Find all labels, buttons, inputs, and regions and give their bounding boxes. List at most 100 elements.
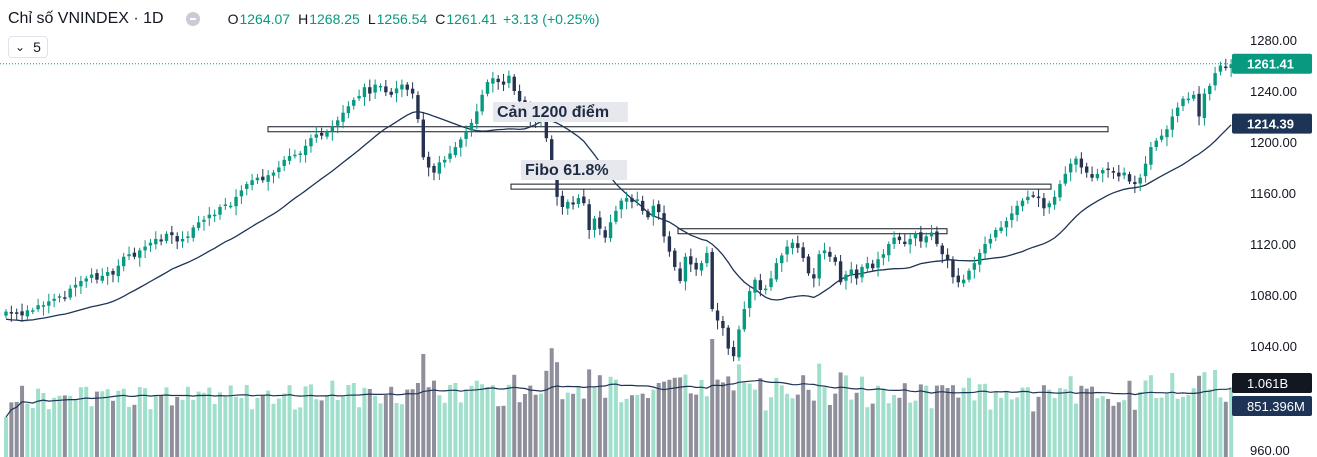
candle-body: [1063, 173, 1067, 184]
candle-body: [1010, 213, 1014, 221]
candle-body: [924, 236, 928, 243]
candle-body: [940, 245, 944, 255]
candle-body: [432, 165, 436, 173]
candle-body: [785, 246, 789, 255]
candle-body: [753, 279, 757, 293]
candle-body: [362, 87, 367, 98]
candle-body: [913, 233, 918, 239]
volume-bar: [742, 382, 747, 457]
volume-bar: [223, 396, 228, 457]
candle-body: [25, 310, 30, 317]
price-label-bg: [1232, 113, 1312, 134]
candle-body: [1058, 184, 1062, 198]
volume-bar: [1074, 403, 1078, 457]
volume-bar: [159, 395, 164, 457]
candle-body: [314, 134, 318, 138]
volume-bar: [330, 380, 335, 457]
candle-body: [223, 204, 228, 207]
candle-body: [79, 280, 83, 287]
candle-body: [36, 305, 40, 310]
candle-body: [935, 231, 939, 244]
candle-body: [459, 139, 463, 148]
volume-bar: [164, 387, 169, 457]
volume-bar: [983, 383, 988, 457]
candle-body: [41, 305, 46, 307]
candle-body: [635, 199, 639, 201]
candle-body: [175, 236, 179, 242]
candle-body: [1068, 163, 1073, 173]
volume-bar: [672, 377, 677, 457]
candle-body: [325, 131, 329, 137]
volume-bar: [132, 404, 137, 457]
indicator-toggle[interactable]: ⌄ 5: [8, 36, 48, 58]
volume-bar: [1063, 389, 1068, 457]
volume-bar: [62, 395, 67, 457]
symbol-title[interactable]: Chỉ số VNINDEX · 1D: [8, 10, 164, 27]
open-value: 1264.07: [239, 11, 291, 27]
volume-bar: [555, 362, 560, 457]
volume-bar: [934, 385, 939, 457]
price-axis[interactable]: 1280.00 1240.00 1200.00 1160.00 1120.00 1080.…: [1232, 33, 1312, 457]
volume-bar: [292, 409, 297, 457]
candle-body: [469, 122, 474, 131]
candle-body: [239, 190, 244, 197]
volume-bar: [405, 389, 410, 457]
candle-body: [1095, 173, 1100, 179]
volume-ma-line: [5, 379, 1232, 418]
volume-bar: [250, 409, 255, 457]
candle-body: [1175, 107, 1180, 116]
candle-body: [143, 246, 147, 251]
volume-bar: [758, 378, 763, 457]
candle-body: [405, 84, 409, 90]
volume-bar: [1186, 395, 1191, 457]
candle-body: [705, 252, 709, 264]
volume-bar: [736, 364, 741, 457]
candle-body: [170, 232, 174, 236]
volume-bar: [271, 403, 276, 457]
visibility-toggle-icon[interactable]: [185, 12, 200, 26]
candle-body: [1192, 94, 1196, 99]
candle-body: [796, 243, 800, 248]
candle-body: [1143, 163, 1148, 177]
candle-body: [640, 200, 645, 211]
volume-bar: [918, 384, 923, 457]
candle-body: [1117, 172, 1121, 177]
candle-body: [999, 227, 1003, 231]
volume-bar: [774, 377, 779, 457]
volume-bar: [9, 402, 14, 457]
annotation-label-bg: [521, 160, 627, 180]
candle-body: [480, 94, 484, 112]
volume-bar: [571, 393, 576, 457]
candle-body: [978, 252, 982, 265]
chevron-down-icon[interactable]: ⌄: [15, 40, 26, 54]
volume-bar: [833, 393, 838, 457]
volume-bar: [785, 393, 790, 457]
candle-body: [908, 238, 912, 245]
candle-body: [1020, 200, 1025, 207]
volume-bar: [747, 383, 752, 457]
volume-bar: [1116, 402, 1121, 457]
candle-body: [416, 95, 420, 120]
candle-body: [287, 156, 292, 161]
volume-bar: [378, 403, 383, 457]
volume-bar: [1223, 401, 1228, 457]
volume-bar: [715, 379, 720, 457]
volume-bar: [1170, 373, 1175, 457]
volume-bar: [592, 386, 597, 457]
volume-bar: [111, 400, 115, 457]
candle-body: [453, 147, 458, 156]
candle-body: [1165, 129, 1169, 138]
candle-body: [951, 260, 955, 278]
candle-body: [341, 112, 345, 122]
volume-bar: [581, 398, 586, 457]
candle-body: [1197, 93, 1201, 117]
candle-body: [1181, 98, 1185, 107]
volume-bar: [1090, 386, 1095, 457]
candle-body: [849, 269, 853, 276]
volume-bar: [234, 396, 239, 457]
candle-body: [68, 288, 72, 298]
volume-bar: [36, 388, 41, 457]
volume-label: 851.396M: [1247, 399, 1305, 414]
